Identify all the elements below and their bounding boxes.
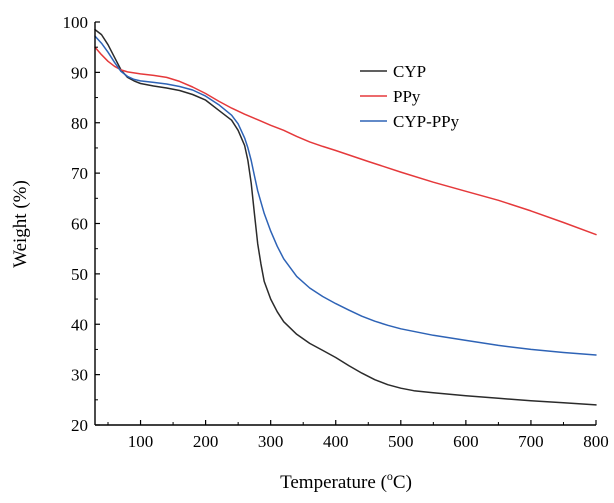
y-tick-label: 60 — [71, 215, 88, 234]
x-tick-label: 600 — [453, 432, 479, 451]
y-tick-label: 30 — [71, 366, 88, 385]
x-tick-label: 800 — [583, 432, 609, 451]
x-tick-label: 400 — [323, 432, 349, 451]
legend-label-ppy: PPy — [393, 87, 421, 106]
axes-layer: 20 30 40 50 60 70 80 90 100 100 200 300 400 500 600 700… — [63, 13, 609, 451]
y-tick-label: 80 — [71, 114, 88, 133]
y-tick-label: 40 — [71, 315, 88, 334]
legend-label-cyp: CYP — [393, 62, 426, 81]
series-layer — [94, 28, 597, 406]
x-tick-label: 100 — [128, 432, 154, 451]
legend: CYP PPy CYP-PPy — [360, 62, 460, 131]
y-axis-title: Weight (%) — [10, 180, 31, 268]
x-axis-title-suffix: C) — [393, 472, 412, 493]
series-line-ppy — [94, 46, 597, 236]
series-line-cyp — [94, 28, 597, 406]
x-tick-label: 500 — [388, 432, 414, 451]
y-tick-label: 50 — [71, 265, 88, 284]
x-axis-title-main: Temperature ( — [280, 472, 387, 493]
x-tick-label: 700 — [518, 432, 544, 451]
x-axis-title-superscript: o — [387, 469, 393, 483]
x-tick-label: 300 — [258, 432, 284, 451]
y-tick-label: 20 — [71, 416, 88, 435]
x-axis-title: Temperature (oC) — [280, 469, 412, 493]
y-tick-label: 70 — [71, 164, 88, 183]
y-tick-label: 90 — [71, 63, 88, 82]
y-tick-label: 100 — [63, 13, 89, 32]
x-tick-label: 200 — [193, 432, 219, 451]
legend-label-cyp-ppy: CYP-PPy — [393, 112, 460, 131]
series-line-cyp-ppy — [94, 35, 597, 356]
